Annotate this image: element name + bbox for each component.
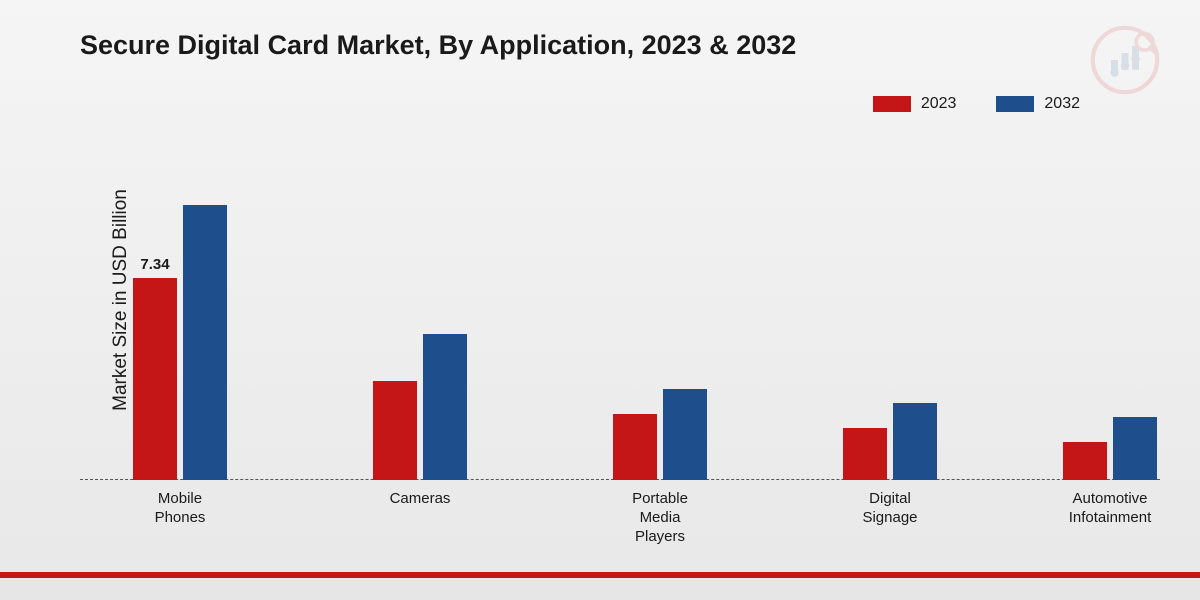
bar-2032: [1113, 417, 1157, 480]
bar-group: Digital Signage: [810, 403, 970, 480]
category-label: Mobile Phones: [155, 490, 206, 528]
bar-group: 7.34Mobile Phones: [100, 205, 260, 480]
category-label: Automotive Infotainment: [1069, 490, 1152, 528]
legend-item-2032: 2032: [996, 95, 1080, 113]
bar-2032: [183, 205, 227, 480]
chart-title: Secure Digital Card Market, By Applicati…: [80, 30, 796, 61]
bar-2023: [843, 428, 887, 480]
legend: 2023 2032: [873, 95, 1080, 113]
category-label: Portable Media Players: [632, 490, 688, 546]
legend-item-2023: 2023: [873, 95, 957, 113]
plot-area: 7.34Mobile Phones Cameras Portable Media P…: [80, 150, 1160, 480]
bar-2023: [1063, 442, 1107, 481]
category-label: Cameras: [390, 490, 451, 509]
legend-label-2023: 2023: [921, 95, 957, 113]
bar-group: Automotive Infotainment: [1030, 417, 1190, 480]
bar-2032: [663, 389, 707, 480]
bar-group: Cameras: [340, 334, 500, 480]
legend-swatch-2023: [873, 96, 911, 112]
footer-stripe: [0, 572, 1200, 600]
legend-label-2032: 2032: [1044, 95, 1080, 113]
legend-swatch-2032: [996, 96, 1034, 112]
bar-2032: [423, 334, 467, 480]
bar-2023: 7.34: [133, 278, 177, 480]
category-label: Digital Signage: [862, 490, 917, 528]
bar-2023: [613, 414, 657, 480]
bar-group: Portable Media Players: [580, 389, 740, 480]
bar-2032: [893, 403, 937, 480]
watermark-logo-icon: [1090, 25, 1160, 95]
bar-2023: [373, 381, 417, 480]
bar-value-label: 7.34: [140, 256, 169, 273]
